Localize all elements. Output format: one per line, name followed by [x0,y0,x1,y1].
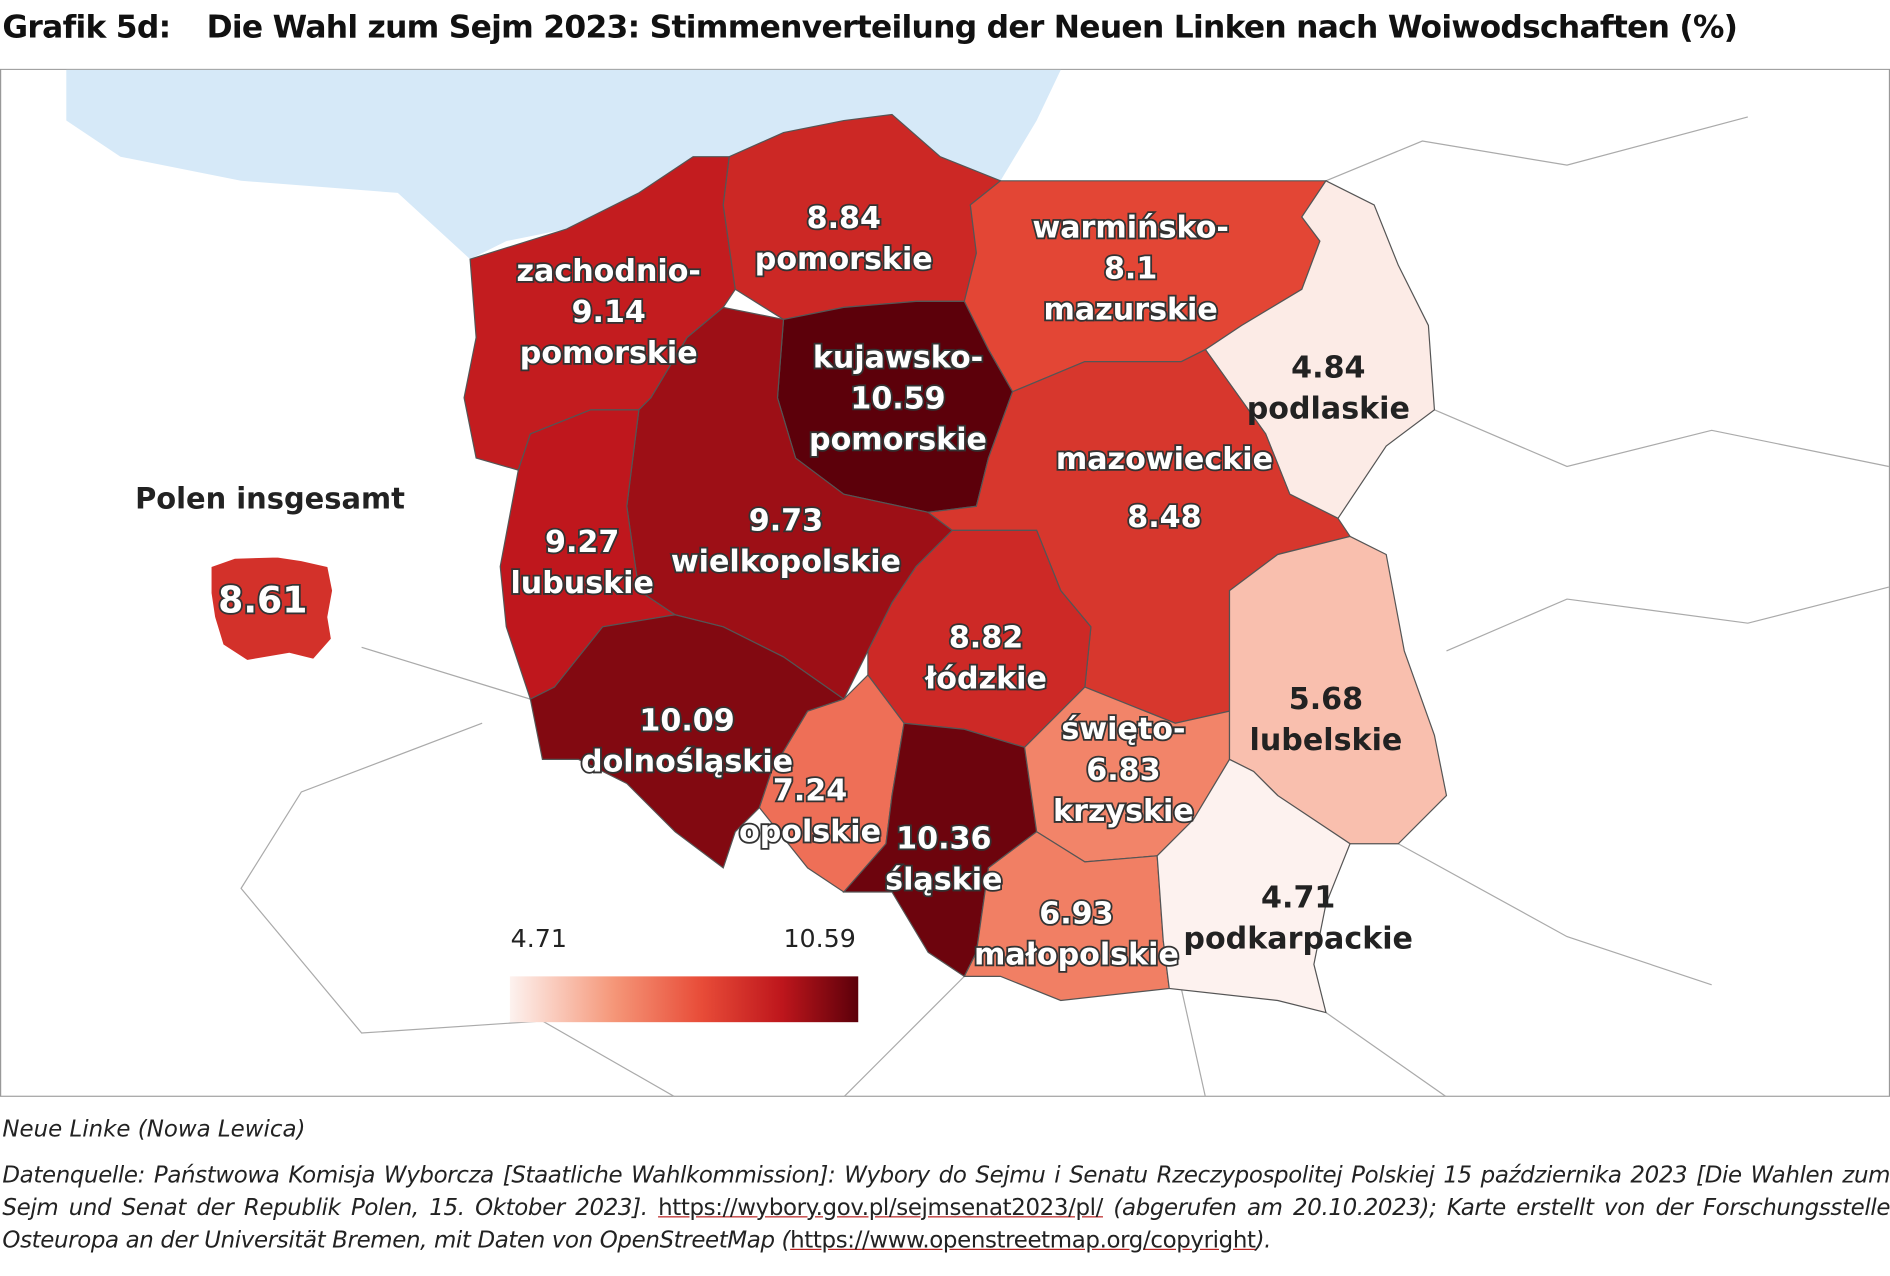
region-name: lubelskie [1250,723,1403,758]
source-text: ). [1255,1227,1272,1254]
region-value: 8.48 [1127,500,1201,535]
source-text: (abgerufen am 20.10.2023); Karte erstell… [2,1194,1890,1254]
region-name: dolnośląskie [581,745,793,780]
region-name: zachodnio- [517,254,701,289]
labels: zachodnio- 9.14 pomorskie 8.84 pomorskie warm… [509,199,1413,974]
region-name: pomorskie [520,336,698,371]
region-name: łódzkie [924,661,1047,696]
overall-shape [210,556,334,662]
region-name: pomorskie [809,423,987,458]
region-name: krzyskie [1053,794,1194,829]
region-value: 5.68 [1289,682,1363,717]
region-value: 10.59 [850,382,945,417]
legend-bar [509,976,859,1023]
region-name: podkarpackie [1183,922,1413,957]
overall-value: 8.61 [218,579,307,622]
region-value: 8.1 [1104,252,1157,287]
region-value: 8.84 [807,201,881,236]
legend-min: 4.71 [511,924,567,953]
region-value: 10.09 [639,704,734,739]
region-name: pomorskie [755,242,933,277]
region-name: kujawsko- [813,341,983,376]
region-name: warmińsko- [1032,211,1229,246]
region-name: lubuskie [510,566,654,601]
note: Neue Linke (Nowa Lewica) [2,1116,306,1143]
region-name: wielkopolskie [671,544,901,579]
borders [240,116,1890,1097]
source: Datenquelle: Państwowa Komisja Wyborcza … [2,1160,1890,1258]
region-value: 10.36 [896,822,991,857]
region-value: 4.71 [1261,881,1335,916]
region-value: 4.84 [1291,350,1365,385]
map: zachodnio- 9.14 pomorskie 8.84 pomorskie warm… [0,68,1890,1097]
overall-label: Polen insgesamt [135,482,405,516]
region-value: 8.82 [949,620,1023,655]
source-link[interactable]: https://www.openstreetmap.org/copyright [790,1227,1256,1254]
region-value: 9.27 [545,525,619,560]
region-name: śląskie [885,863,1002,898]
title-label: Grafik 5d: [2,9,171,46]
title-text: Die Wahl zum Sejm 2023: Stimmenverteilun… [206,9,1738,46]
region-name: opolskie [739,814,881,849]
regions [463,113,1448,1014]
region-name: święto- [1061,712,1185,747]
region-value: 7.24 [773,773,847,808]
region [1156,758,1351,1014]
title: Grafik 5d: Die Wahl zum Sejm 2023: Stimme… [2,9,1738,46]
source-link[interactable]: https://wybory.gov.pl/sejmsenat2023/pl/ [658,1194,1103,1222]
source-text: Datenquelle: Państwowa Komisja Wyborcza … [2,1162,1890,1222]
region [963,830,1170,1002]
region-value: 6.83 [1086,753,1160,788]
region-name: małopolskie [974,937,1179,972]
region-name: mazurskie [1044,292,1218,327]
legend-max: 10.59 [783,924,855,953]
region-value: 9.73 [749,503,823,538]
region-value: 6.93 [1039,896,1113,931]
sea [66,69,1061,260]
region-name: podlaskie [1247,391,1410,426]
region-value: 9.14 [572,295,646,330]
region-name: mazowieckie [1056,442,1273,477]
